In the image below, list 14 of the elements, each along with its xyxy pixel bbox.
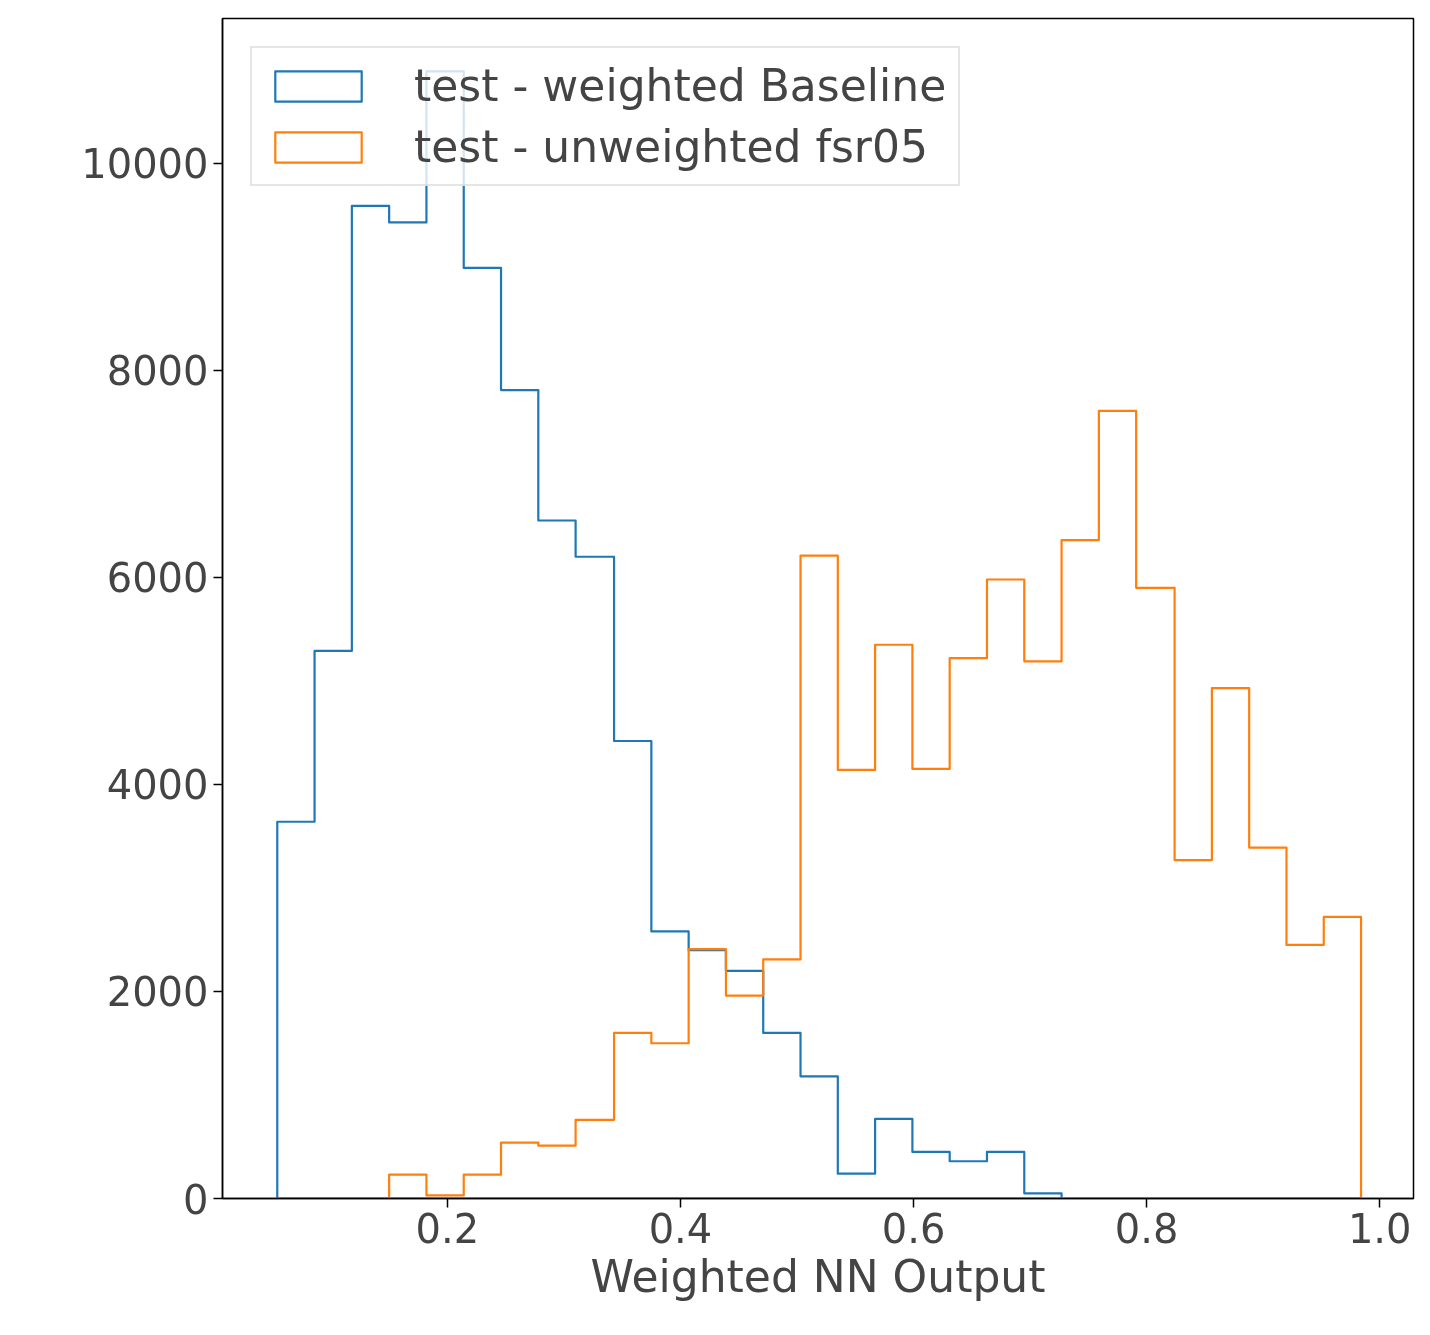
- x-axis-title: Weighted NN Output: [590, 1250, 1046, 1302]
- y-tick-label: 4000: [106, 762, 209, 809]
- y-tick-label: 2000: [106, 969, 209, 1016]
- x-tick-label: 0.4: [648, 1205, 713, 1252]
- x-tick-label: 0.2: [415, 1205, 480, 1252]
- y-tick-label: 0: [183, 1176, 209, 1223]
- x-tick-label: 0.8: [1114, 1205, 1179, 1252]
- legend-label: test - weighted Baseline: [414, 60, 947, 111]
- y-tick-label: 10000: [81, 141, 209, 188]
- x-tick-label: 1.0: [1347, 1205, 1412, 1252]
- x-tick-label: 0.6: [881, 1205, 946, 1252]
- y-tick-label: 6000: [106, 555, 209, 602]
- y-tick-label: 8000: [106, 348, 209, 395]
- legend-label: test - unweighted fsr05: [414, 121, 928, 172]
